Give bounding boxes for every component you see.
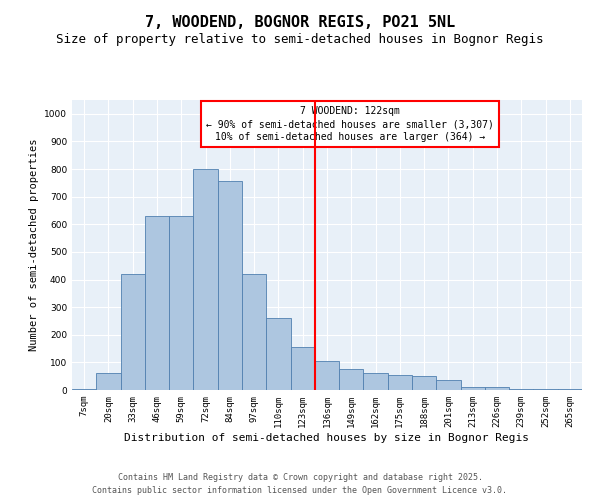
Bar bbox=[485, 387, 509, 390]
Text: 7 WOODEND: 122sqm
← 90% of semi-detached houses are smaller (3,307)
10% of semi-: 7 WOODEND: 122sqm ← 90% of semi-detached… bbox=[206, 106, 494, 142]
Bar bbox=[242, 274, 266, 390]
Bar bbox=[72, 388, 96, 390]
Text: 7, WOODEND, BOGNOR REGIS, PO21 5NL: 7, WOODEND, BOGNOR REGIS, PO21 5NL bbox=[145, 15, 455, 30]
Y-axis label: Number of semi-detached properties: Number of semi-detached properties bbox=[29, 138, 38, 352]
X-axis label: Distribution of semi-detached houses by size in Bognor Regis: Distribution of semi-detached houses by … bbox=[125, 432, 530, 442]
Bar bbox=[412, 376, 436, 390]
Bar bbox=[218, 182, 242, 390]
Bar bbox=[315, 361, 339, 390]
Bar bbox=[436, 380, 461, 390]
Bar bbox=[509, 388, 533, 390]
Bar bbox=[461, 387, 485, 390]
Bar bbox=[290, 347, 315, 390]
Bar bbox=[533, 388, 558, 390]
Text: Contains HM Land Registry data © Crown copyright and database right 2025.
Contai: Contains HM Land Registry data © Crown c… bbox=[92, 474, 508, 495]
Bar bbox=[169, 216, 193, 390]
Bar bbox=[96, 373, 121, 390]
Bar bbox=[121, 274, 145, 390]
Bar bbox=[266, 318, 290, 390]
Text: Size of property relative to semi-detached houses in Bognor Regis: Size of property relative to semi-detach… bbox=[56, 32, 544, 46]
Bar bbox=[145, 216, 169, 390]
Bar bbox=[364, 374, 388, 390]
Bar bbox=[339, 370, 364, 390]
Bar bbox=[388, 375, 412, 390]
Bar bbox=[193, 169, 218, 390]
